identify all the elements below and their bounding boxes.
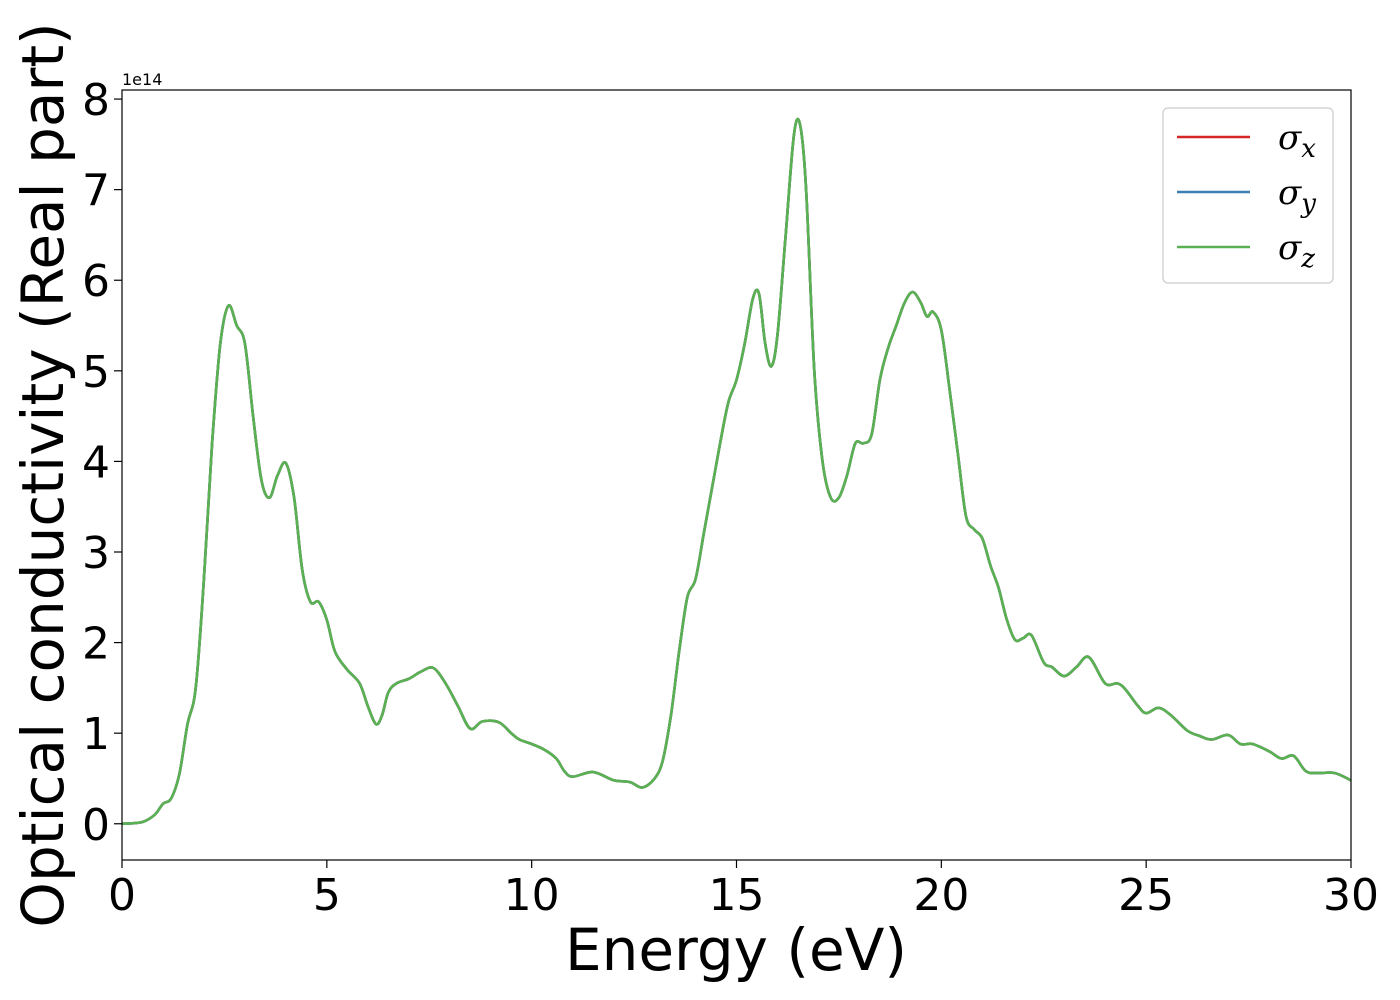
legend-label-sigma-z: σz	[1278, 228, 1315, 274]
x-tick-label: 15	[709, 870, 765, 921]
legend-box	[1162, 107, 1334, 284]
y-tick-label: 8	[82, 75, 110, 126]
y-axis: 0 1 2 3 4 5 6 7 8	[82, 75, 122, 851]
y-axis-offset-label: 1e14	[122, 70, 162, 89]
x-tick-label: 20	[913, 870, 969, 921]
y-tick-label: 7	[82, 166, 110, 217]
y-tick-label: 6	[82, 256, 110, 307]
series-line-sigma-z	[121, 117, 1352, 826]
x-tick-label: 0	[108, 870, 136, 921]
x-tick-label: 5	[313, 870, 341, 921]
legend-label-sigma-y: σy	[1278, 173, 1316, 219]
y-tick-label: 5	[82, 347, 110, 398]
y-tick-label: 2	[82, 619, 110, 670]
legend-subscript: y	[1300, 189, 1316, 219]
y-tick-label: 0	[82, 800, 110, 851]
y-axis-label: Optical conductivity (Real part)	[9, 22, 77, 927]
x-tick-label: 10	[504, 870, 560, 921]
legend-symbol: σ	[1278, 118, 1302, 158]
legend-symbol: σ	[1278, 228, 1302, 268]
x-axis: 0 5 10 15 20 25 30	[108, 860, 1379, 921]
legend-subscript: z	[1300, 244, 1315, 274]
y-tick-label: 4	[82, 437, 110, 488]
legend-subscript: x	[1301, 134, 1316, 164]
series-layer	[121, 117, 1352, 826]
y-tick-label: 3	[82, 528, 110, 579]
x-tick-label: 25	[1118, 870, 1174, 921]
y-tick-label: 1	[82, 709, 110, 760]
legend-symbol: σ	[1278, 173, 1302, 213]
x-axis-label: Energy (eV)	[565, 916, 907, 984]
legend-label-sigma-x: σx	[1278, 118, 1316, 164]
x-tick-label: 30	[1323, 870, 1379, 921]
